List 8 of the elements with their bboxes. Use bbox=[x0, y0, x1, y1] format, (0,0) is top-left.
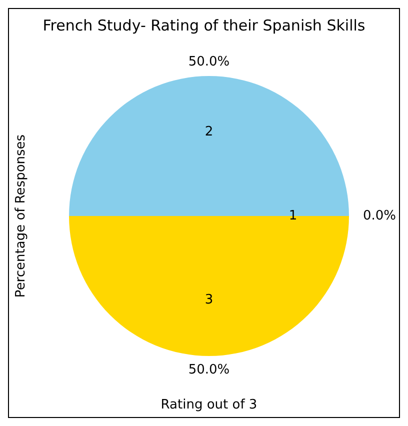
data-label: 50.0% bbox=[188, 54, 230, 70]
text: 0.0% bbox=[363, 208, 396, 224]
chart-title: French Study- Rating of their Spanish Skills bbox=[42, 16, 366, 34]
text: Rating out of 3 bbox=[160, 398, 258, 412]
slice-label: 3 bbox=[204, 292, 214, 308]
text: Percentage of Responses bbox=[14, 134, 28, 298]
slice-label: 2 bbox=[204, 124, 214, 140]
data-label: 50.0% bbox=[188, 362, 230, 378]
